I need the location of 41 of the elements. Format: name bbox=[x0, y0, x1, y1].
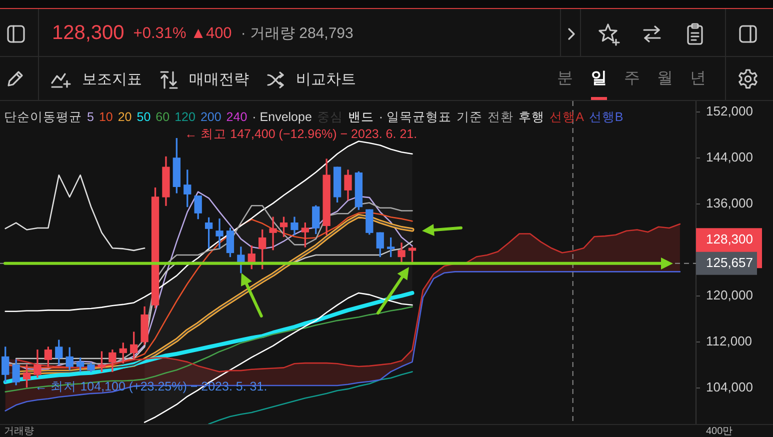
text: 전환 bbox=[488, 110, 514, 125]
text: 20 bbox=[118, 110, 132, 125]
y-tick-label: 152,000 bbox=[706, 104, 753, 118]
text: 5 bbox=[87, 110, 94, 125]
candlestick bbox=[216, 218, 224, 248]
annotation: · 일목균형표 bbox=[378, 110, 452, 125]
text: 월 bbox=[657, 69, 673, 89]
y-tick-label: 144,000 bbox=[706, 149, 753, 164]
text: 거래량 bbox=[4, 426, 34, 437]
y-tick-label: 120,000 bbox=[706, 287, 753, 302]
y-tick-label: 136,000 bbox=[706, 195, 753, 210]
text: 128,300 bbox=[706, 232, 753, 247]
text: 128,300 bbox=[52, 22, 124, 45]
text: 년 bbox=[690, 69, 706, 89]
text: 선행B bbox=[588, 110, 624, 125]
ref-line-label: 125,657 bbox=[706, 254, 753, 270]
candlestick bbox=[269, 216, 277, 250]
text: 주 bbox=[624, 69, 640, 89]
series-label: 밴드 bbox=[348, 110, 374, 125]
text: 400만 bbox=[706, 426, 733, 437]
y-tick-label: 112,000 bbox=[706, 333, 752, 348]
text: 선행A bbox=[550, 110, 584, 125]
legend-label: 240 bbox=[226, 110, 248, 125]
text: 비교차트 bbox=[296, 71, 356, 89]
text: 기준 bbox=[456, 110, 483, 125]
text: 보조지표 bbox=[82, 71, 142, 89]
text: 일 bbox=[591, 69, 607, 89]
text: · 거래량 284,793 bbox=[240, 24, 354, 43]
chart-subtitle: +0.31% ▲400 bbox=[133, 24, 232, 42]
text: 50 bbox=[136, 110, 151, 125]
text: 10 bbox=[98, 110, 113, 125]
annotation: ← 최고 147,400 (−12.96%) − 2023. 6. 21. bbox=[184, 126, 418, 141]
annotation: · Envelope bbox=[252, 110, 312, 125]
text: 120 bbox=[174, 110, 196, 125]
y-tick-label: 104,000 bbox=[706, 379, 753, 394]
text: 후행 bbox=[518, 110, 545, 125]
text: 분 bbox=[557, 69, 573, 89]
text: 매매전략 bbox=[189, 71, 249, 89]
legend-title: 단순이동평균 bbox=[4, 110, 82, 125]
legend-label: 200 bbox=[200, 110, 222, 125]
text: 60 bbox=[156, 110, 170, 125]
